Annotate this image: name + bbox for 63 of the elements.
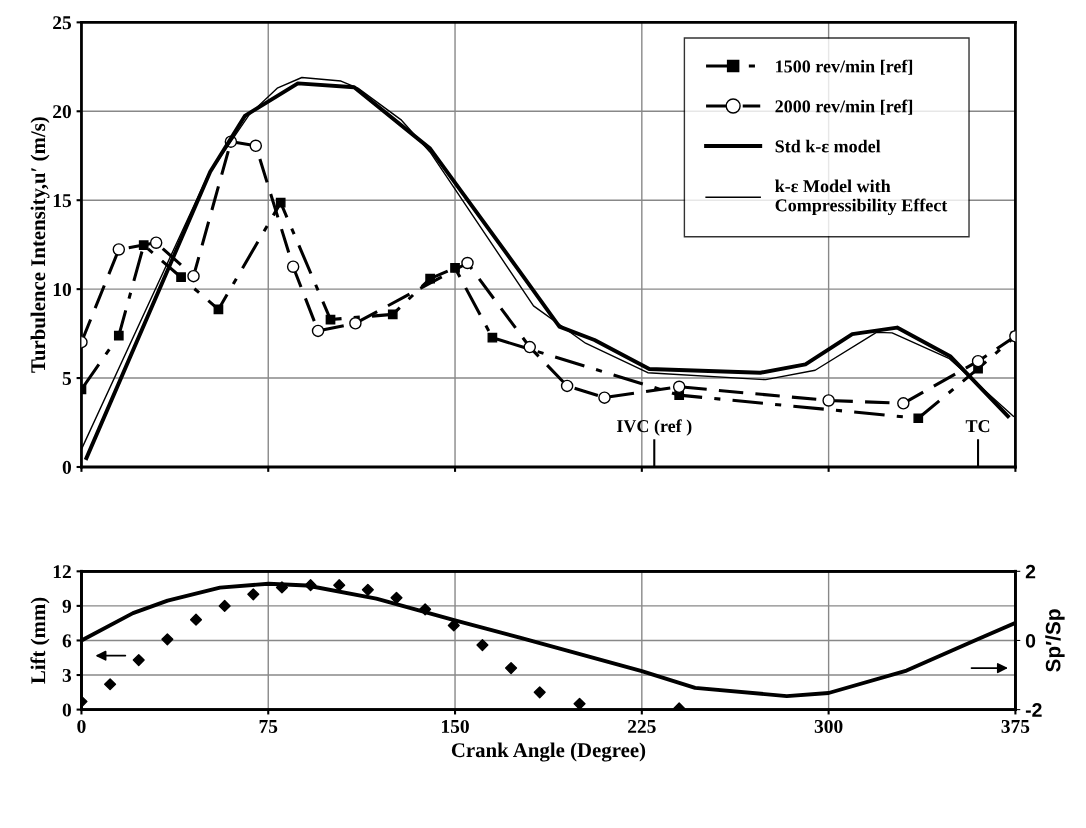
- point: [390, 591, 403, 604]
- point: [672, 380, 686, 394]
- y-tick-label: 9: [62, 599, 72, 613]
- point: [247, 588, 260, 601]
- x-tick-label: 0: [77, 719, 86, 733]
- x-tick-label: 75: [259, 720, 278, 733]
- point: [523, 340, 537, 354]
- y-tick-label: 5: [62, 372, 72, 385]
- point: [971, 354, 985, 368]
- y2-tick-label: 2: [1025, 564, 1036, 579]
- point: [189, 613, 203, 626]
- point: [573, 697, 586, 710]
- y-tick-label: 15: [53, 194, 72, 208]
- point: [504, 662, 518, 675]
- x-axis-title: Crank Angle (Degree): [451, 742, 646, 762]
- x-tick-label: 375: [1001, 719, 1030, 733]
- point: [113, 330, 124, 341]
- point: [311, 324, 325, 338]
- point: [104, 678, 117, 691]
- y-tick-label: 20: [53, 105, 71, 119]
- y2-tick-label: 0: [1025, 633, 1036, 648]
- legend-label: k-ε Model with Compressibility Effect: [775, 179, 948, 216]
- point: [349, 317, 362, 330]
- point: [822, 394, 835, 407]
- point: [176, 272, 186, 283]
- x-tick-label: 225: [628, 719, 656, 733]
- point: [461, 256, 474, 270]
- point: [275, 197, 286, 208]
- y-tick-label: 3: [62, 668, 72, 682]
- y-tick-label: 10: [53, 282, 71, 297]
- y-axis-title: Turbulence Intensity,u′ (m/s): [30, 117, 50, 373]
- x-tick-label: 300: [814, 719, 843, 733]
- point: [598, 391, 611, 404]
- point: [476, 638, 489, 652]
- point: [149, 236, 163, 249]
- y-tick-label: 0: [62, 460, 71, 474]
- y2-axis-title: Sp′/Sp: [1045, 609, 1065, 672]
- point: [913, 413, 924, 424]
- y-tick-label: 6: [62, 634, 72, 648]
- point: [218, 599, 231, 612]
- point: [533, 686, 546, 699]
- legend-label: 2000 rev/min [ref]: [775, 99, 913, 115]
- point: [286, 260, 300, 273]
- point: [560, 379, 574, 393]
- y-tick-label: 12: [53, 565, 71, 579]
- legend-label: 1500 rev/min [ref]: [776, 59, 913, 75]
- ref-line-label: TC: [965, 420, 990, 433]
- point: [249, 139, 263, 153]
- legend-label: Std k-ε model: [775, 139, 881, 153]
- x-tick-label: 150: [442, 719, 469, 733]
- point: [132, 653, 145, 667]
- y2-tick-label: -2: [1025, 703, 1042, 717]
- point: [897, 397, 910, 410]
- point: [112, 243, 126, 256]
- point: [487, 332, 498, 343]
- point: [387, 309, 398, 320]
- point: [161, 633, 174, 646]
- point: [187, 269, 200, 283]
- y-tick-label: 25: [53, 16, 72, 30]
- y-axis-title: Lift (mm): [30, 597, 50, 684]
- point: [361, 583, 374, 596]
- y-tick-label: 0: [62, 703, 71, 717]
- ref-line-label: IVC (ref ): [616, 419, 692, 436]
